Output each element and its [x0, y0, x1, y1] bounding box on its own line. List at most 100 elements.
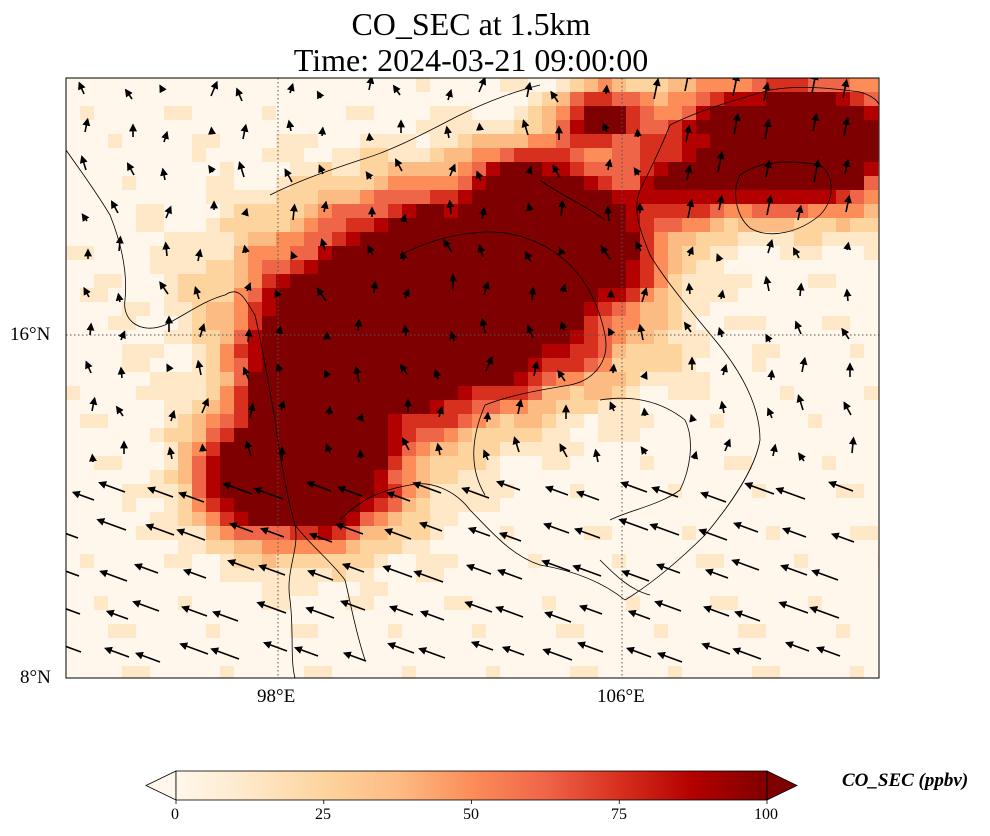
co-field-cell	[822, 120, 837, 135]
co-field-cell	[374, 428, 389, 443]
co-field-cell	[388, 330, 403, 345]
co-field-cell	[612, 232, 627, 247]
co-field-cell	[136, 526, 151, 541]
co-field-cell	[122, 148, 137, 163]
co-field-cell	[304, 302, 319, 317]
co-field-cell	[332, 624, 347, 639]
co-field-cell	[430, 120, 445, 135]
co-field-cell	[122, 512, 137, 527]
co-field-cell	[220, 386, 235, 401]
co-field-cell	[430, 428, 445, 443]
co-field-cell	[738, 638, 753, 653]
co-field-cell	[164, 428, 179, 443]
co-field-cell	[290, 274, 305, 289]
co-field-cell	[878, 134, 879, 149]
co-field-cell	[794, 92, 809, 107]
co-field-cell	[178, 148, 193, 163]
co-field-cell	[500, 204, 515, 219]
co-field-cell	[528, 512, 543, 527]
map-title: CO_SEC at 1.5km	[351, 6, 591, 42]
co-field-cell	[570, 414, 585, 429]
co-field-cell	[290, 610, 305, 625]
co-field-cell	[318, 428, 333, 443]
co-field-cell	[304, 554, 319, 569]
wind-arrow	[731, 558, 760, 571]
co-field-cell	[696, 246, 711, 261]
co-field-cell	[444, 638, 459, 653]
co-field-cell	[136, 246, 151, 261]
co-field-cell	[528, 190, 543, 205]
co-field-cell	[318, 372, 333, 387]
co-field-cell	[122, 204, 137, 219]
co-field-cell	[360, 666, 375, 678]
co-field-cell	[738, 190, 753, 205]
co-field-cell	[388, 134, 403, 149]
co-field-cell	[234, 120, 249, 135]
co-field-cell	[206, 218, 221, 233]
wind-arrow	[118, 330, 126, 341]
co-field-cell	[430, 638, 445, 653]
co-field-cell	[444, 428, 459, 443]
co-field-cell	[528, 652, 543, 667]
co-field-cell	[66, 512, 81, 527]
co-field-cell	[500, 302, 515, 317]
co-field-cell	[794, 652, 809, 667]
co-field-cell	[584, 316, 599, 331]
wind-arrow	[161, 130, 169, 143]
co-field-cell	[626, 358, 641, 373]
wind-arrow	[286, 82, 295, 94]
co-field-cell	[178, 218, 193, 233]
wind-arrow	[307, 569, 334, 581]
co-field-cell	[122, 372, 137, 387]
co-field-cell	[878, 78, 879, 93]
co-field-cell	[598, 428, 613, 443]
co-field-cell	[66, 498, 81, 513]
co-field-cell	[234, 652, 249, 667]
co-field-cell	[234, 610, 249, 625]
co-field-cell	[276, 596, 291, 611]
co-field-cell	[360, 260, 375, 275]
co-field-cell	[402, 386, 417, 401]
wind-arrow	[178, 491, 205, 503]
co-field-cell	[724, 288, 739, 303]
co-field-cell	[528, 386, 543, 401]
co-field-cell	[528, 302, 543, 317]
co-field-cell	[262, 512, 277, 527]
co-field-cell	[878, 400, 879, 415]
co-field-cell	[654, 442, 669, 457]
co-field-cell	[752, 120, 767, 135]
wind-arrow	[475, 170, 484, 182]
co-field-cell	[66, 484, 81, 499]
co-field-cell	[682, 344, 697, 359]
co-field-cell	[822, 246, 837, 261]
co-field-cell	[766, 582, 781, 597]
co-field-cell	[850, 624, 865, 639]
co-field-cell	[220, 372, 235, 387]
co-field-cell	[346, 512, 361, 527]
wind-arrow	[96, 518, 127, 531]
co-field-cell	[640, 512, 655, 527]
co-field-cell	[696, 386, 711, 401]
co-field-cell	[808, 540, 823, 555]
co-field-cell	[178, 344, 193, 359]
co-field-cell	[486, 540, 501, 555]
wind-arrow	[557, 199, 566, 217]
co-field-cell	[178, 274, 193, 289]
co-field-cell	[794, 582, 809, 597]
co-field-cell	[304, 176, 319, 191]
co-field-cell	[374, 148, 389, 163]
co-field-cell	[94, 652, 109, 667]
co-field-cell	[430, 456, 445, 471]
co-field-cell	[206, 120, 221, 135]
co-field-cell	[136, 330, 151, 345]
co-field-cell	[668, 512, 683, 527]
co-field-cell	[360, 330, 375, 345]
co-field-cell	[752, 274, 767, 289]
wind-arrow	[443, 239, 453, 253]
co-field-cell	[626, 218, 641, 233]
co-field-cell	[220, 330, 235, 345]
wind-arrow	[449, 330, 458, 342]
co-field-cell	[486, 638, 501, 653]
wind-arrow	[370, 280, 379, 294]
co-field-cell	[486, 120, 501, 135]
